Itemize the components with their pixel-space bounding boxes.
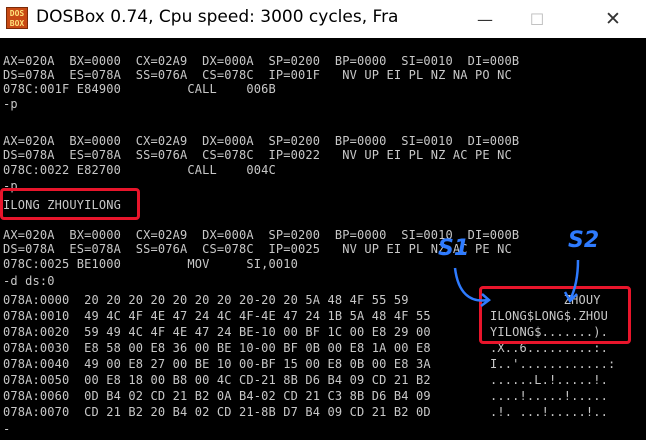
memory-dump-row: 078A:0070 CD 21 B2 20 B4 02 CD 21-8B D7 … [3,405,431,419]
console-line: AX=020A BX=0000 CX=02A9 DX=000A SP=0200 … [3,54,520,68]
memory-dump-row: 078A:0020 59 49 4C 4F 4E 47 24 BE-10 00 … [3,325,431,339]
memory-dump-row: 078A:0010 49 4C 4F 4E 47 24 4C 4F-4E 47 … [3,309,431,323]
memory-dump-row: 078A:0030 E8 58 00 E8 36 00 BE 10-00 BF … [3,341,431,355]
window-title: DOSBox 0.74, Cpu speed: 3000 cycles, Fra [36,7,399,27]
console-line: 078C:0025 BE1000 MOV SI,0010 [3,257,298,271]
close-button[interactable]: ✕ [605,8,621,30]
memory-dump-row: 078A:0060 0D B4 02 CD 21 B2 0A B4-02 CD … [3,389,431,403]
arrow-s2-head [563,291,578,304]
maximize-button[interactable]: ☐ [529,9,545,29]
arrow-s2 [568,259,580,301]
memory-dump-ascii: .X..6.........:. [490,341,608,355]
console-prompt[interactable]: - [3,422,11,436]
memory-dump-ascii: YILONG$.......). [490,325,608,339]
arrow-s1-head [480,293,491,307]
output-highlight-box [0,188,140,220]
console-line: -d ds:0 [3,274,55,288]
memory-dump-ascii: .!. ...!.....!.. [490,405,608,419]
console-line: -p [3,97,18,111]
console-line: AX=020A BX=0000 CX=02A9 DX=000A SP=0200 … [3,228,520,242]
memory-dump-ascii: ......L.!.....!. [490,373,608,387]
console-line: DS=078A ES=078A SS=076A CS=078C IP=0025 … [3,242,512,256]
arrow-s1 [453,267,489,302]
minimize-button[interactable]: — [477,9,493,29]
annotation-s1: S1 [438,236,470,261]
console-line: DS=078A ES=078A SS=076A CS=078C IP=001F … [3,68,512,82]
console-line: AX=020A BX=0000 CX=02A9 DX=000A SP=0200 … [3,134,520,148]
memory-dump-ascii: ILONG$LONG$.ZHOU [490,309,608,323]
dos-console[interactable]: AX=020A BX=0000 CX=02A9 DX=000A SP=0200 … [0,38,646,440]
memory-dump-row: 078A:0000 20 20 20 20 20 20 20 20-20 20 … [3,293,416,307]
program-output-line: ILONG ZHOUYILONG [3,198,121,212]
annotation-s2: S2 [568,228,600,253]
memory-dump-row: 078A:0040 49 00 E8 27 00 BE 10 00-BF 15 … [3,357,431,371]
console-line: 078C:0022 E82700 CALL 004C [3,163,276,177]
window-titlebar[interactable]: DOS BOX DOSBox 0.74, Cpu speed: 3000 cyc… [0,0,646,38]
ascii-highlight-box [479,286,631,344]
dosbox-app-icon[interactable]: DOS BOX [6,7,28,29]
console-line: 078C:001F E84900 CALL 006B [3,82,276,96]
memory-dump-row: 078A:0050 00 E8 18 00 B8 00 4C CD-21 8B … [3,373,431,387]
memory-dump-ascii: ....!.....!..... [490,389,608,403]
console-line: DS=078A ES=078A SS=076A CS=078C IP=0022 … [3,148,512,162]
memory-dump-ascii: I..'............: [490,357,616,371]
annotation-arrows [453,259,580,307]
